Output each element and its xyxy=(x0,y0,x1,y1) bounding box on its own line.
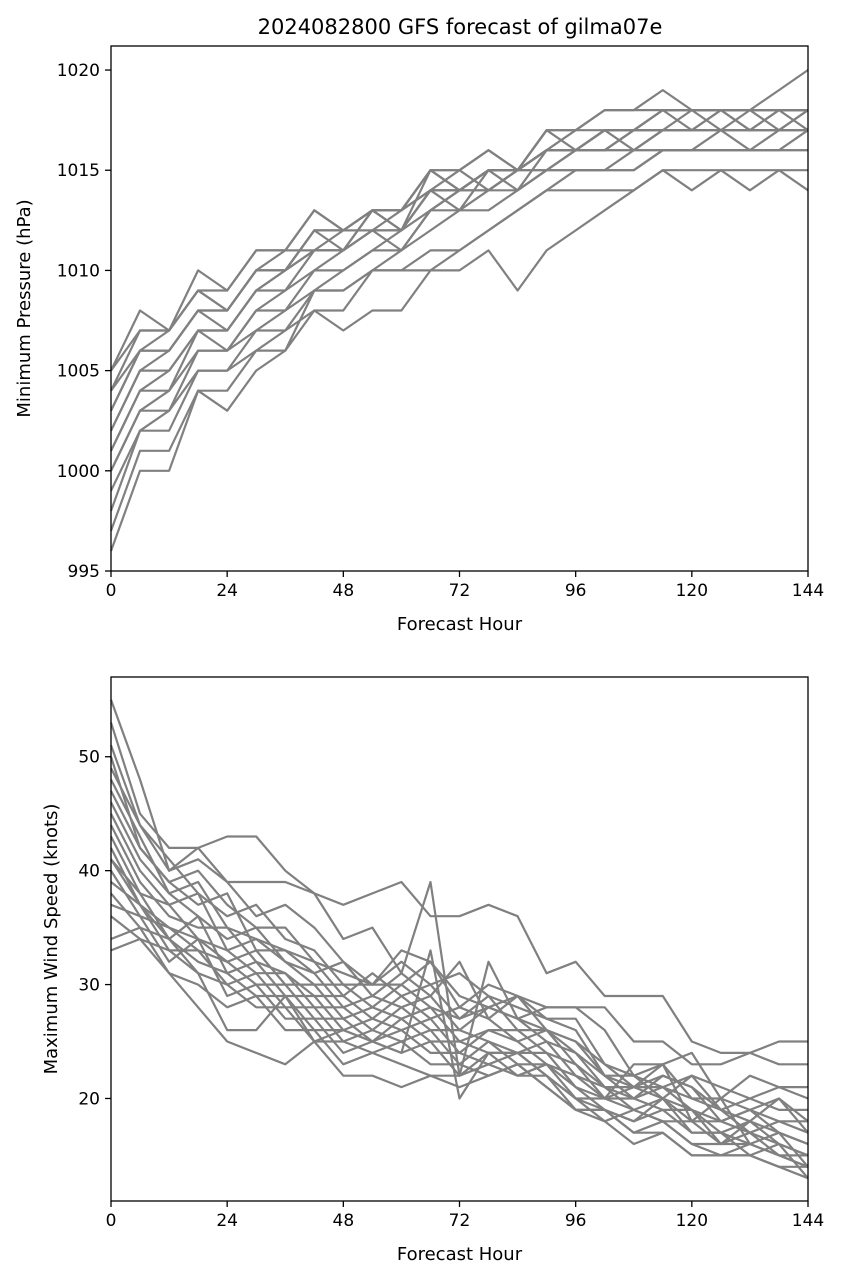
pressure-x-tick-label: 96 xyxy=(565,581,587,601)
pressure-series-line-10 xyxy=(110,129,808,432)
wind-series-line-20 xyxy=(110,937,809,1180)
pressure-y-tick-label: 1020 xyxy=(57,61,100,81)
wind-series-line-21 xyxy=(110,858,751,1145)
wind-x-tick-label: 144 xyxy=(792,1211,824,1231)
wind-series-line-8 xyxy=(110,801,808,1123)
chart-title: 2024082800 GFS forecast of gilma07e xyxy=(258,15,663,39)
wind-series-line-5 xyxy=(110,767,808,1111)
wind-x-tick-label: 0 xyxy=(106,1211,117,1231)
pressure-x-tick-label: 0 xyxy=(106,581,117,601)
wind-x-tick-label: 120 xyxy=(676,1211,708,1231)
pressure-series-group xyxy=(109,69,809,552)
wind-panel: 0 24 48 72 96 120 144 20 30 40 50 Forecast Hour M… xyxy=(41,676,824,1265)
pressure-y-tick-label: 1010 xyxy=(57,261,100,281)
pressure-y-tick-label: 995 xyxy=(68,562,100,582)
wind-series-line-12 xyxy=(110,847,809,1157)
pressure-plot-frame xyxy=(110,45,809,572)
wind-x-axis-label: Forecast Hour xyxy=(397,1244,523,1265)
wind-y-tick-label: 20 xyxy=(78,1089,100,1109)
pressure-x-tick-label: 120 xyxy=(676,581,708,601)
wind-series-group xyxy=(109,699,809,1180)
wind-y-tick-label: 40 xyxy=(78,862,100,882)
pressure-y-tick-label: 1000 xyxy=(57,462,100,482)
wind-y-tick-label: 50 xyxy=(78,748,100,768)
wind-series-line-17 xyxy=(110,903,809,1168)
pressure-x-tick-label: 72 xyxy=(449,581,471,601)
wind-series-line-16 xyxy=(110,892,809,1179)
pressure-series-line-15 xyxy=(110,69,809,372)
pressure-x-tick-label: 144 xyxy=(792,581,824,601)
pressure-series-line-1 xyxy=(109,169,809,552)
wind-y-axis-label: Maximum Wind Speed (knots) xyxy=(41,804,62,1075)
wind-series-line-1 xyxy=(109,699,808,1066)
pressure-x-axis-label: Forecast Hour xyxy=(397,614,523,635)
wind-x-tick-label: 48 xyxy=(333,1211,355,1231)
pressure-series-line-2 xyxy=(109,169,808,532)
pressure-x-tick-label: 48 xyxy=(333,581,355,601)
pressure-y-tick-label: 1015 xyxy=(57,161,100,181)
pressure-series-line-4 xyxy=(110,149,808,492)
wind-series-line-18 xyxy=(110,915,808,1157)
pressure-x-tick-label: 24 xyxy=(216,581,238,601)
wind-series-line-3 xyxy=(109,744,808,1100)
pressure-series-line-12 xyxy=(110,109,808,412)
pressure-series-line-8 xyxy=(110,109,809,452)
pressure-series-line-16 xyxy=(110,89,808,372)
pressure-series-line-11 xyxy=(110,109,809,412)
wind-x-tick-label: 96 xyxy=(565,1211,587,1231)
wind-series-line-2 xyxy=(109,722,808,1077)
wind-x-tick-label: 72 xyxy=(449,1211,471,1231)
pressure-y-axis-label: Minimum Pressure (hPa) xyxy=(14,199,35,417)
pressure-y-tick-label: 1005 xyxy=(57,362,100,382)
wind-x-tick-label: 24 xyxy=(216,1211,238,1231)
pressure-panel: 0 24 48 72 96 120 144 99510001005101010151020 … xyxy=(14,45,824,635)
wind-x-ticks: 0 24 48 72 96 120 144 xyxy=(106,1201,824,1231)
wind-y-tick-label: 30 xyxy=(78,976,100,996)
pressure-y-ticks: 995 1000 1005 1010 1015 1020 xyxy=(57,61,111,582)
pressure-x-ticks: 0 24 48 72 96 120 144 xyxy=(106,571,824,601)
wind-y-ticks: 20 30 40 50 xyxy=(78,748,111,1109)
